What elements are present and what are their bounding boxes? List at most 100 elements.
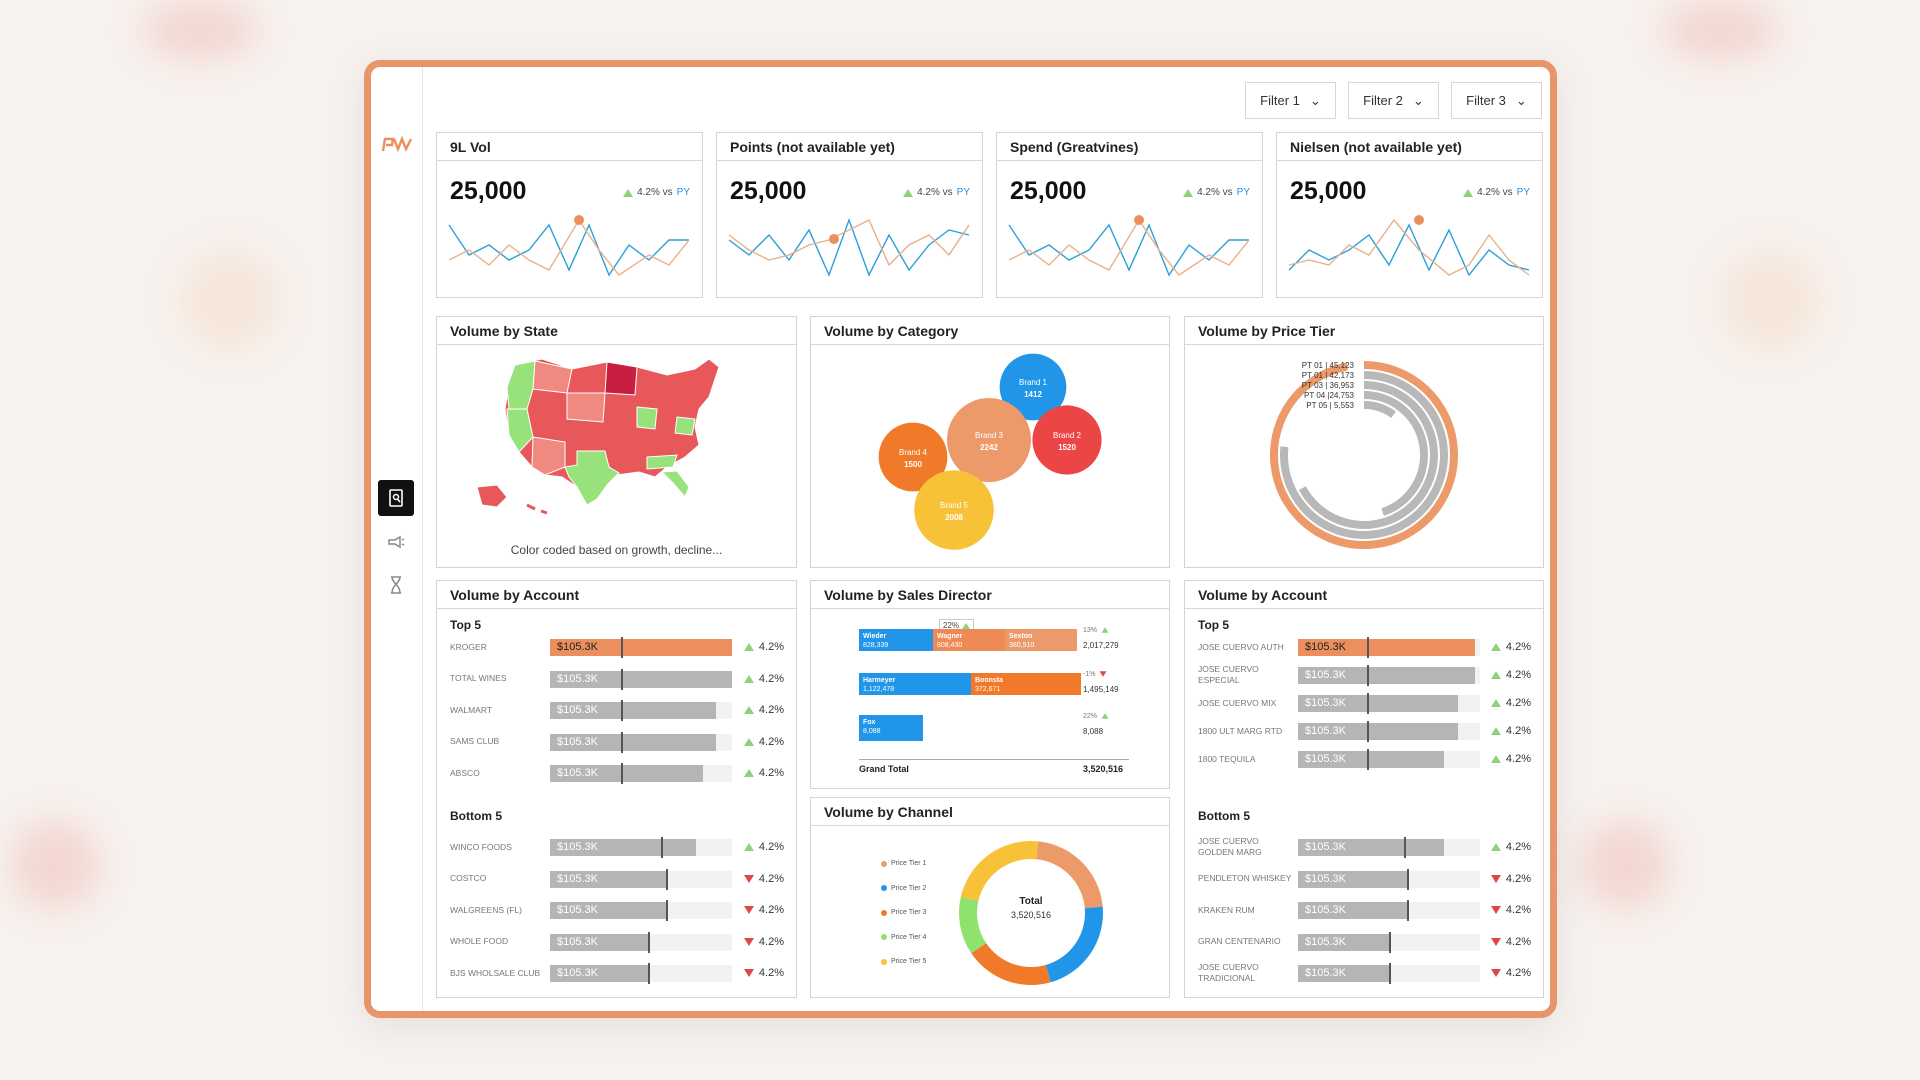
- account-row[interactable]: JOSE CUERVO ESPECIAL $105.3K 4.2%: [1198, 662, 1531, 688]
- donut-slice[interactable]: [1045, 906, 1103, 983]
- radial-bar[interactable]: [1363, 401, 1396, 419]
- chevron-down-icon: ⌄: [1309, 92, 1321, 108]
- hourglass-icon-button[interactable]: [378, 567, 414, 603]
- radial-bar[interactable]: [1298, 381, 1438, 529]
- account-name: ABSCO: [450, 767, 480, 778]
- account-bar-label: $105.3K: [557, 672, 598, 685]
- account-row[interactable]: JOSE CUERVO MIX $105.3K 4.2%: [1198, 690, 1531, 716]
- account-row[interactable]: WINCO FOODS $105.3K 4.2%: [450, 834, 784, 860]
- donut-slice[interactable]: [959, 896, 987, 954]
- account-row[interactable]: 1800 TEQUILA $105.3K 4.2%: [1198, 746, 1531, 772]
- donut-slice[interactable]: [960, 841, 1039, 901]
- megaphone-icon-button[interactable]: [378, 524, 414, 560]
- legend-item[interactable]: Price Tier 1: [881, 860, 926, 867]
- director-pct: -1%: [1083, 670, 1108, 678]
- account-row[interactable]: COSTCO $105.3K 4.2%: [450, 866, 784, 892]
- legend-item[interactable]: Price Tier 3: [881, 909, 926, 916]
- legend-label: Price Tier 2: [891, 884, 927, 892]
- donut-slice[interactable]: [1036, 841, 1103, 909]
- director-pct-text: 22%: [1083, 712, 1098, 720]
- account-row[interactable]: KROGER $105.3K 4.2%: [450, 634, 784, 660]
- account-row[interactable]: PENDLETON WHISKEY $105.3K 4.2%: [1198, 866, 1531, 892]
- director-bar-row[interactable]: Wieder 828,339 Wagner 808,430 Sexton 380,510: [859, 629, 1077, 651]
- target-marker: [620, 700, 623, 721]
- account-delta-text: 4.2%: [1505, 753, 1531, 765]
- kpi-delta: 4.2% vs PY: [903, 187, 970, 198]
- top-5-title: Top 5: [450, 618, 482, 632]
- account-row[interactable]: SAMS CLUB $105.3K 4.2%: [450, 729, 784, 755]
- account-row[interactable]: 1800 ULT MARG RTD $105.3K 4.2%: [1198, 718, 1531, 744]
- director-segment: Fox 8,088: [859, 715, 923, 741]
- filter-2-dropdown[interactable]: Filter 2 ⌄: [1348, 82, 1439, 119]
- radial-bar[interactable]: [1363, 391, 1428, 516]
- kpi-card-spend[interactable]: Spend (Greatvines) 25,000 4.2% vs PY: [996, 132, 1263, 298]
- kpi-card-9l-vol[interactable]: 9L Vol 25,000 4.2% vs PY: [436, 132, 703, 298]
- account-delta: 4.2%: [743, 697, 784, 723]
- volume-by-account-card-right[interactable]: Volume by Account Top 5 Bottom 5 JOSE CU…: [1184, 580, 1544, 998]
- radial-bar[interactable]: [1270, 361, 1458, 549]
- filter-3-dropdown[interactable]: Filter 3 ⌄: [1451, 82, 1542, 119]
- account-row[interactable]: WALMART $105.3K 4.2%: [450, 697, 784, 723]
- account-name: WINCO FOODS: [450, 841, 512, 852]
- kpi-card-nielsen[interactable]: Nielsen (not available yet) 25,000 4.2% …: [1276, 132, 1543, 298]
- filter-1-dropdown[interactable]: Filter 1 ⌄: [1245, 82, 1336, 119]
- bubble-brand-2[interactable]: [1032, 405, 1102, 475]
- bubble-brand-1[interactable]: [999, 353, 1067, 421]
- report-icon-button[interactable]: [378, 480, 414, 516]
- account-bar: $105.3K: [550, 965, 649, 982]
- account-row[interactable]: TOTAL WINES $105.3K 4.2%: [450, 666, 784, 692]
- volume-by-channel-card[interactable]: Volume by Channel Total 3,520,516 Price …: [810, 797, 1170, 998]
- account-row[interactable]: KRAKEN RUM $105.3K 4.2%: [1198, 897, 1531, 923]
- director-segment: Harmeyer 1,122,478: [859, 673, 971, 695]
- up-arrow-icon: [743, 706, 754, 714]
- account-delta-text: 4.2%: [1505, 697, 1531, 709]
- account-row[interactable]: JOSE CUERVO TRADICIONAL $105.3K 4.2%: [1198, 960, 1531, 986]
- account-bar: $105.3K: [550, 670, 732, 688]
- account-bar: $105.3K: [1298, 870, 1408, 888]
- filter-2-label: Filter 2: [1363, 93, 1403, 108]
- legend-item[interactable]: Price Tier 5: [881, 958, 926, 965]
- report-icon: [389, 489, 403, 507]
- account-bar-track: $105.3K: [550, 700, 732, 721]
- down-arrow-icon: [743, 969, 754, 977]
- radial-bar[interactable]: [1280, 371, 1448, 539]
- volume-by-sales-director-card[interactable]: Volume by Sales Director 22% Grand Total…: [810, 580, 1170, 789]
- director-total: 1,495,149: [1083, 685, 1119, 694]
- account-bar-track: $105.3K: [1298, 665, 1480, 686]
- account-bar-track: $105.3K: [1298, 637, 1480, 658]
- filter-bar: Filter 1 ⌄ Filter 2 ⌄ Filter 3 ⌄: [1245, 82, 1542, 119]
- account-bar-label: $105.3K: [557, 704, 598, 716]
- account-delta: 4.2%: [743, 960, 784, 986]
- account-row[interactable]: JOSE CUERVO GOLDEN MARG $105.3K 4.2%: [1198, 834, 1531, 860]
- radial-label: PT 05 | 5,553: [1306, 401, 1354, 410]
- donut-slice[interactable]: [971, 943, 1051, 985]
- legend-item[interactable]: Price Tier 4: [881, 934, 926, 941]
- account-bar-track: $105.3K: [1298, 963, 1480, 984]
- director-bar-row[interactable]: Harmeyer 1,122,478 Boonsta 372,671: [859, 673, 1081, 695]
- legend-item[interactable]: Price Tier 2: [881, 885, 926, 892]
- account-name: COSTCO: [450, 873, 487, 884]
- bubble-brand-3[interactable]: [947, 398, 1031, 482]
- account-row[interactable]: ABSCO $105.3K 4.2%: [450, 760, 784, 786]
- account-bar: $105.3K: [550, 765, 703, 782]
- account-row[interactable]: WALGREENS (FL) $105.3K 4.2%: [450, 897, 784, 923]
- volume-by-category-card[interactable]: Volume by Category Brand 1 1412 Brand 2 152…: [810, 316, 1170, 568]
- map-note: Color coded based on growth, decline...: [510, 543, 723, 557]
- account-row[interactable]: GRAN CENTENARIO $105.3K 4.2%: [1198, 929, 1531, 955]
- volume-by-account-card-left[interactable]: Volume by Account Top 5 Bottom 5 KROGER $…: [436, 580, 797, 998]
- account-row[interactable]: WHOLE FOOD $105.3K 4.2%: [450, 929, 784, 955]
- kpi-card-points[interactable]: Points (not available yet) 25,000 4.2% v…: [716, 132, 983, 298]
- account-name: WHOLE FOOD: [450, 936, 509, 947]
- down-arrow-icon: [743, 906, 754, 914]
- card-title: Volume by Channel: [811, 798, 1169, 826]
- account-delta-text: 4.2%: [758, 704, 784, 716]
- account-row[interactable]: JOSE CUERVO AUTH $105.3K 4.2%: [1198, 634, 1531, 660]
- volume-by-state-card[interactable]: Volume by State Color coded based on gro…: [436, 316, 797, 568]
- callout-text: 22%: [943, 621, 960, 630]
- director-bar-row[interactable]: Fox 8,088: [859, 715, 923, 741]
- account-row[interactable]: BJS WHOLSALE CLUB $105.3K 4.2%: [450, 960, 784, 986]
- bubble-brand-5[interactable]: [914, 470, 994, 550]
- bubble-brand-4[interactable]: [878, 422, 948, 492]
- target-marker: [648, 931, 651, 953]
- volume-by-price-tier-card[interactable]: Volume by Price Tier PT 01 | 45,123 PT 01…: [1184, 316, 1544, 568]
